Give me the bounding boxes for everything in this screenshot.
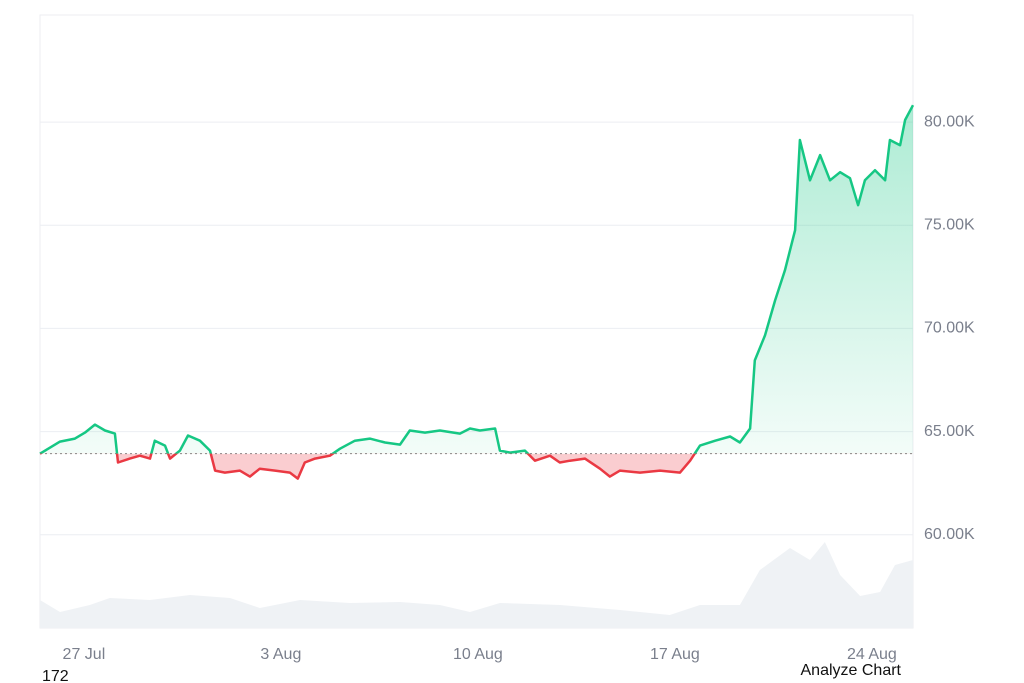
area-above — [40, 105, 913, 454]
y-tick-label: 60.00K — [924, 526, 975, 543]
analyze-chart[interactable]: Analyze Chart — [801, 662, 902, 679]
y-tick-label: 70.00K — [924, 320, 975, 337]
x-tick-label: 27 Jul — [63, 646, 106, 663]
area-below — [40, 453, 913, 479]
x-tick-label: 10 Aug — [453, 646, 503, 663]
footer-left: 172 — [42, 668, 69, 683]
x-tick-label: 17 Aug — [650, 646, 700, 663]
x-tick-label: 3 Aug — [260, 646, 301, 663]
y-tick-label: 65.00K — [924, 423, 975, 440]
y-tick-label: 80.00K — [924, 113, 975, 130]
x-tick-label: 24 Aug — [847, 646, 897, 663]
price-line-up — [39, 104, 915, 454]
y-tick-label: 75.00K — [924, 216, 975, 233]
volume-area — [40, 542, 913, 628]
